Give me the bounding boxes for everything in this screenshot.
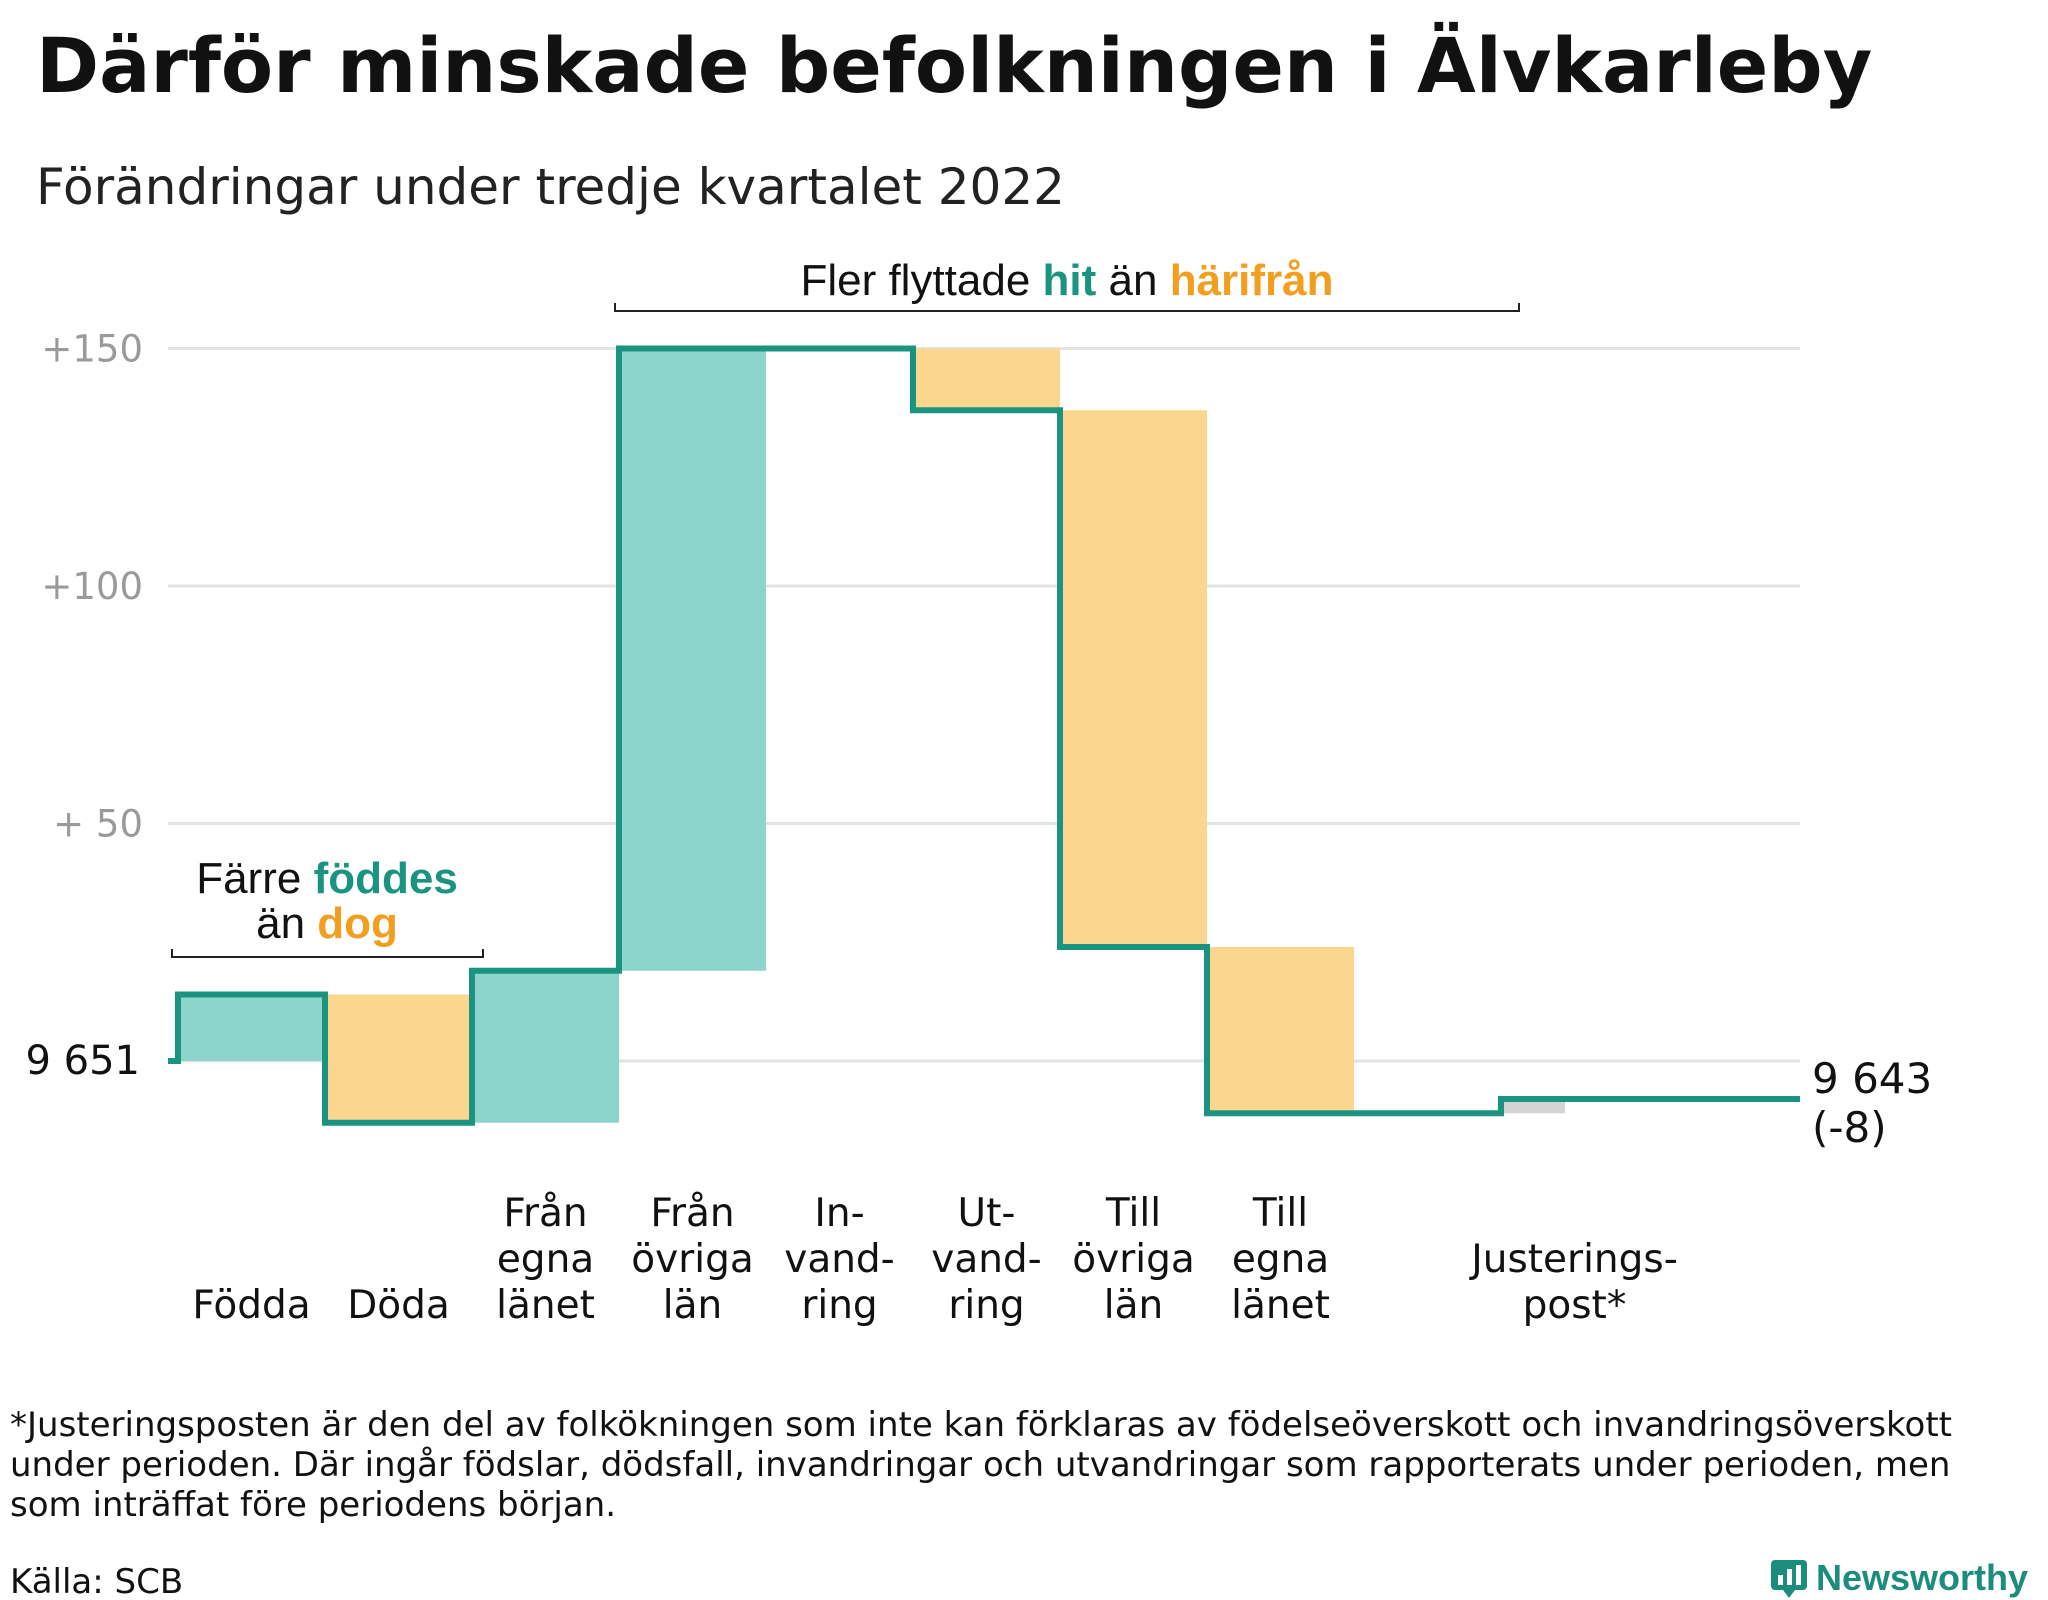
category-label: vand- [931, 1237, 1042, 1282]
migration-prefix: Fler flyttade [800, 256, 1042, 305]
category-label: länet [1231, 1283, 1330, 1328]
bar [1501, 1099, 1565, 1114]
category-label: Till [1252, 1191, 1308, 1236]
footnote-line-3: som inträffat före periodens början. [10, 1485, 616, 1525]
start-value-label: 9 651 [25, 1038, 140, 1084]
y-tick-label: + 50 [53, 803, 143, 846]
category-label: Från [503, 1191, 587, 1236]
footnote-line-2: under perioden. Där ingår födslar, dödsf… [10, 1445, 1950, 1485]
bar [472, 970, 619, 1123]
category-label: övriga [631, 1237, 753, 1282]
category-label: Justerings- [1468, 1237, 1678, 1282]
bar [913, 348, 1060, 411]
bar [1060, 410, 1207, 947]
chart-title: Därför minskade befolkningen i Älvkarleb… [36, 21, 1872, 110]
newsworthy-logo: Newsworthy [1771, 1557, 2028, 1598]
category-label: Döda [347, 1283, 450, 1328]
migration-annotation-text: Fler flyttade hit än härifrån [800, 256, 1333, 305]
end-change-label: (-8) [1812, 1103, 1887, 1152]
newsworthy-icon [1771, 1560, 1807, 1598]
births-prefix: Färre [196, 854, 313, 903]
category-label: länet [496, 1283, 595, 1328]
migration-annotation: Fler flyttade hit än härifrån [614, 256, 1520, 312]
category-label: Till [1105, 1191, 1161, 1236]
step-line [168, 345, 1800, 1126]
category-labels: Födda DödaFrånegnalänetFrånövrigalänIn-va… [192, 1191, 1677, 1328]
births-line2-prefix: än [256, 899, 317, 948]
births-annotation-line1: Färre föddes [196, 854, 458, 903]
births-bracket [171, 949, 484, 958]
migration-hit: hit [1043, 256, 1097, 305]
y-tick-label: +150 [41, 328, 143, 371]
category-label: ring [948, 1283, 1024, 1328]
bar [619, 348, 766, 971]
category-label: egna [1232, 1237, 1329, 1282]
category-label: post* [1523, 1283, 1627, 1328]
migration-harifran: härifrån [1170, 256, 1334, 305]
cumulative-line [168, 345, 1800, 1126]
source-label: Källa: SCB [10, 1562, 183, 1600]
footnote-line-1: *Justeringsposten är den del av folkökni… [10, 1405, 1952, 1445]
category-label: vand- [784, 1237, 895, 1282]
births-dog: dog [317, 899, 398, 948]
category-label: övriga [1072, 1237, 1194, 1282]
category-label: ring [801, 1283, 877, 1328]
bars [178, 348, 1565, 1123]
brand-name: Newsworthy [1816, 1557, 2028, 1598]
births-annotation: Färre föddes än dog [171, 854, 484, 958]
migration-bracket [614, 303, 1520, 312]
bar [178, 994, 325, 1061]
y-tick-label: +100 [41, 565, 143, 608]
births-annotation-line2: än dog [256, 899, 398, 948]
category-label: In- [814, 1191, 864, 1236]
category-label: län [663, 1283, 722, 1328]
chart-subtitle: Förändringar under tredje kvartalet 2022 [36, 158, 1065, 216]
gridlines: +150 +100 + 50 9 651 [25, 328, 1800, 1084]
category-label: Från [650, 1191, 734, 1236]
bar [1207, 947, 1354, 1114]
end-value-label: 9 643 [1812, 1054, 1932, 1103]
bar [325, 994, 472, 1123]
category-label: Födda [192, 1283, 310, 1328]
migration-mid: än [1096, 256, 1169, 305]
births-foddes: föddes [314, 854, 458, 903]
category-label: län [1104, 1283, 1163, 1328]
category-label: egna [497, 1237, 594, 1282]
category-label: Ut- [958, 1191, 1016, 1236]
